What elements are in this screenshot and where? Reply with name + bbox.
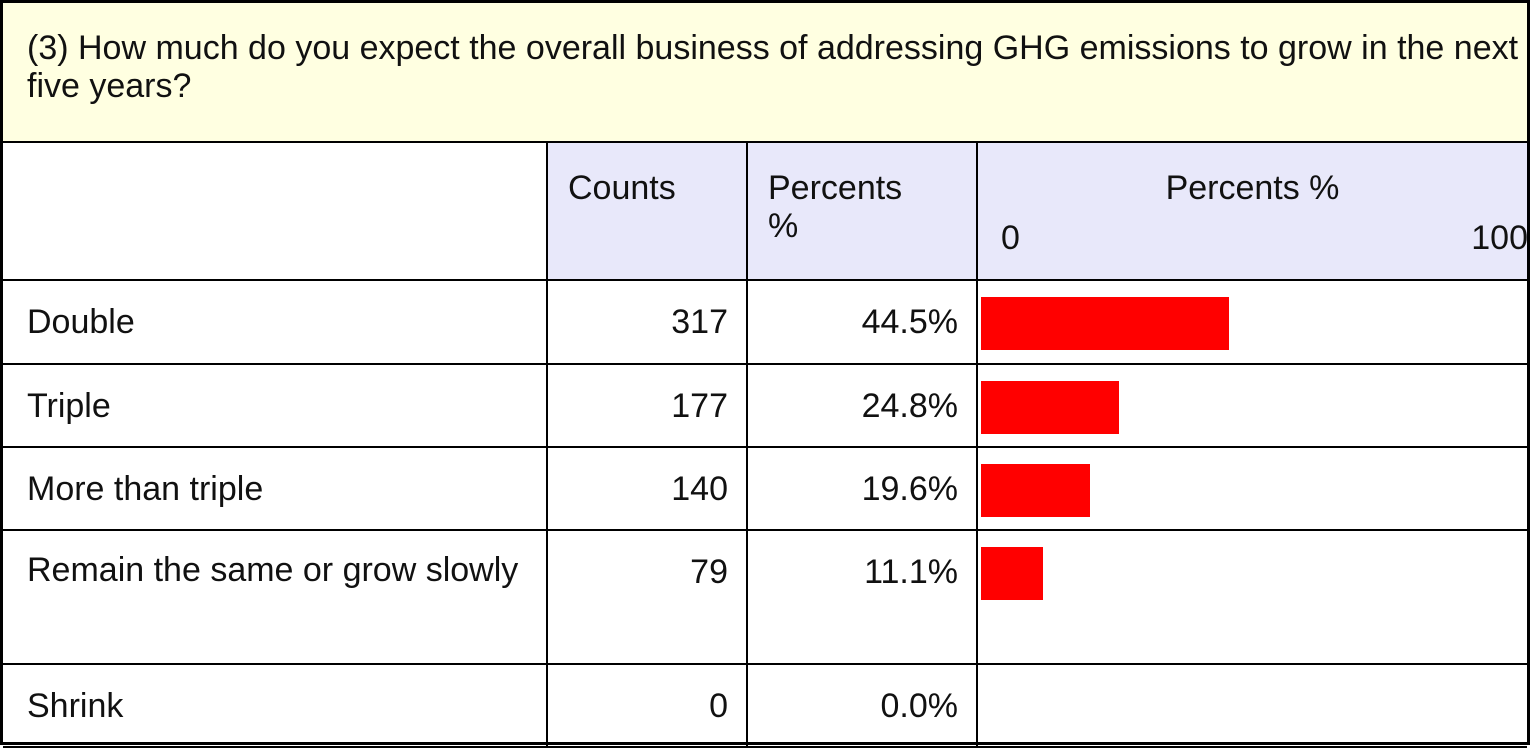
percent-cell: 44.5% xyxy=(748,281,978,365)
count-cell: 79 xyxy=(548,531,748,665)
category-cell: More than triple xyxy=(3,448,548,531)
bar xyxy=(981,381,1120,434)
header-blank xyxy=(3,143,548,281)
bar-cell xyxy=(978,665,1527,748)
bar-cell xyxy=(978,448,1527,531)
bar-cell xyxy=(978,531,1527,665)
count-cell: 140 xyxy=(548,448,748,531)
category-cell: Remain the same or grow slowly xyxy=(3,531,548,665)
header-bar: Percents % 0 100 xyxy=(978,143,1528,281)
bar xyxy=(981,297,1229,350)
category-cell: Triple xyxy=(3,365,548,448)
header-text: Percents % xyxy=(1165,169,1340,207)
x-tick-label: 0 xyxy=(1001,219,1020,257)
bar xyxy=(981,464,1091,517)
percent-cell: 0.0% xyxy=(748,665,978,748)
question-title: (3) How much do you expect the overall b… xyxy=(3,3,1527,143)
category-cell: Double xyxy=(3,281,548,365)
header-counts: Counts xyxy=(548,143,748,281)
header-percents: Percents % xyxy=(748,143,978,281)
x-tick-label: 100 xyxy=(1471,219,1528,257)
header-text: Counts xyxy=(568,169,676,207)
count-cell: 317 xyxy=(548,281,748,365)
category-cell: Shrink xyxy=(3,665,548,748)
bar-cell xyxy=(978,281,1527,365)
percent-cell: 19.6% xyxy=(748,448,978,531)
count-cell: 0 xyxy=(548,665,748,748)
percent-cell: 11.1% xyxy=(748,531,978,665)
bar-cell xyxy=(978,365,1527,448)
bar xyxy=(981,547,1043,600)
percent-cell: 24.8% xyxy=(748,365,978,448)
header-text: Percents % xyxy=(768,169,903,245)
count-cell: 177 xyxy=(548,365,748,448)
